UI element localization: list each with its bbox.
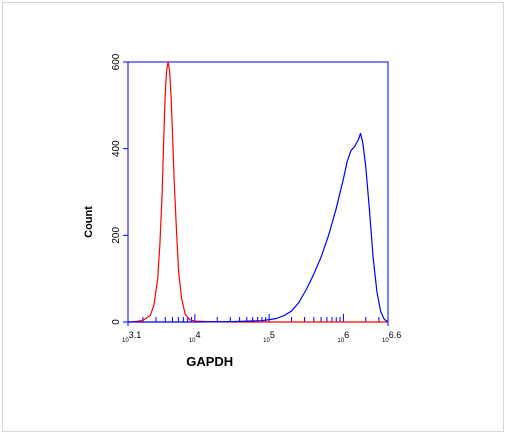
x-tick-base: 10: [337, 338, 344, 344]
x-tick-exponent: 5: [270, 330, 275, 340]
x-tick-base: 10: [122, 338, 129, 344]
x-tick-label: 106: [337, 330, 349, 344]
y-tick-label: 200: [111, 227, 122, 244]
x-tick-exponent: 3.1: [129, 330, 142, 340]
x-tick-base: 10: [382, 338, 389, 344]
series-line-2: [128, 132, 389, 323]
x-tick-label: 105: [263, 330, 275, 344]
x-tick-exponent: 6.6: [389, 330, 402, 340]
y-tick-label: 600: [111, 53, 122, 70]
x-tick-exponent: 4: [196, 330, 201, 340]
plot-area: [127, 61, 389, 323]
x-tick-exponent: 6: [344, 330, 349, 340]
series-line-1: [127, 61, 388, 323]
x-tick-label: 103.1: [122, 330, 141, 344]
y-tick-label: 400: [111, 140, 122, 157]
y-tick-label: 0: [111, 319, 122, 325]
x-tick-label: 104: [189, 330, 201, 344]
x-axis-label: GAPDH: [186, 354, 233, 369]
y-axis-label: Count: [83, 206, 95, 238]
series-group: [127, 61, 389, 323]
x-tick-label: 106.6: [382, 330, 401, 344]
axis-ticks: [123, 61, 389, 326]
x-tick-base: 10: [189, 338, 196, 344]
x-tick-base: 10: [263, 338, 270, 344]
